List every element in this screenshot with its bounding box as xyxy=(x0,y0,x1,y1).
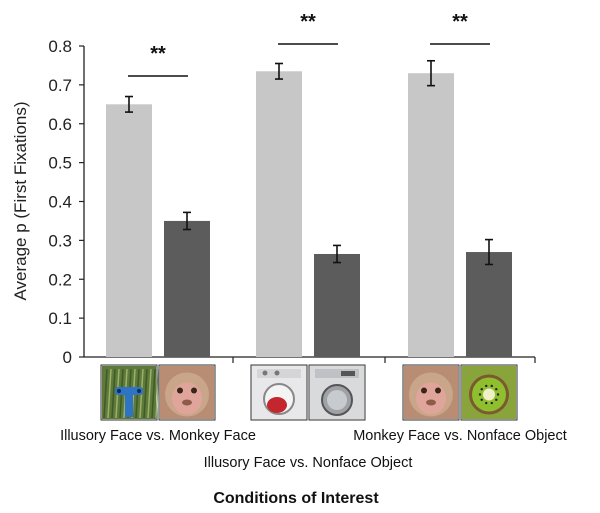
y-tick-label: 0 xyxy=(63,348,72,367)
monkey-face-icon xyxy=(402,364,460,421)
significance-stars: ** xyxy=(300,11,316,33)
significance-stars: ** xyxy=(452,11,468,33)
bar-2-1 xyxy=(466,252,512,357)
bar-1-0 xyxy=(256,71,302,358)
monkey-face-icon xyxy=(158,364,216,421)
stimulus-images xyxy=(100,364,518,421)
illusory-face-washer-icon xyxy=(250,364,308,421)
y-axis-label: Average p (First Fixations) xyxy=(11,101,30,300)
bars xyxy=(106,59,512,358)
condition-label-illusory-vs-nonface: Illusory Face vs. Nonface Object xyxy=(204,455,413,471)
condition-label-monkey-vs-nonface: Monkey Face vs. Nonface Object xyxy=(353,428,567,444)
bar-2-0 xyxy=(408,73,454,358)
bar-0-0 xyxy=(106,104,152,357)
significance-markers: ** ** ** xyxy=(128,11,490,77)
y-tick-label: 0.2 xyxy=(48,270,72,289)
significance-stars: ** xyxy=(150,43,166,65)
condition-label-illusory-vs-monkey: Illusory Face vs. Monkey Face xyxy=(60,428,256,444)
y-tick-label: 0.3 xyxy=(48,231,72,250)
y-tick-label: 0.7 xyxy=(48,76,72,95)
kiwi-fruit-icon xyxy=(460,364,518,421)
bar-1-1 xyxy=(314,253,360,357)
y-tick-label: 0.6 xyxy=(48,115,72,134)
labels: Average p (First Fixations) Illusory Fac… xyxy=(11,101,567,507)
axes: 0 0.1 0.2 0.3 0.4 0.5 0.6 0.7 0.8 xyxy=(48,37,536,367)
y-tick-label: 0.8 xyxy=(48,37,72,56)
x-axis-title: Conditions of Interest xyxy=(213,490,379,507)
washing-machine-icon xyxy=(308,364,366,421)
y-tick-label: 0.4 xyxy=(48,193,72,212)
illusory-face-icon xyxy=(100,364,160,421)
y-tick-label: 0.5 xyxy=(48,154,72,173)
y-tick-label: 0.1 xyxy=(48,309,72,328)
bar-0-1 xyxy=(164,220,210,357)
